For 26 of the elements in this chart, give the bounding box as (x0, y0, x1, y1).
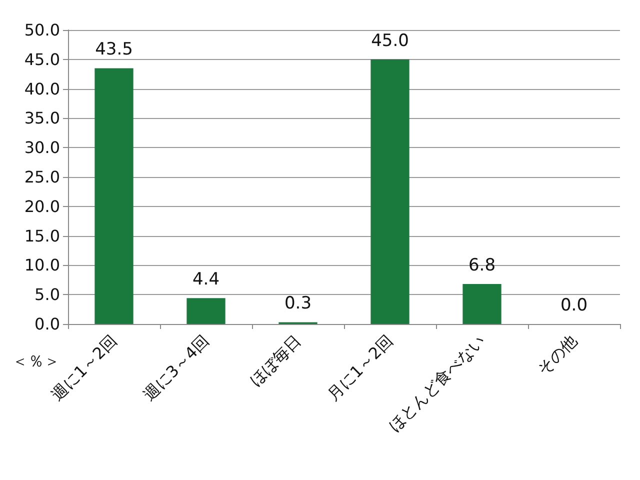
y-tick-label: 25.0 (24, 168, 60, 186)
y-axis-title: ＜％＞ (12, 352, 60, 370)
y-tick-label: 40.0 (24, 79, 60, 98)
y-tick-label: 0.0 (34, 314, 60, 334)
data-label: 45.0 (371, 30, 409, 51)
data-label: 6.8 (468, 256, 496, 276)
data-label: 43.5 (95, 40, 133, 60)
bar (186, 298, 226, 324)
x-tick-label: その他 (533, 331, 581, 379)
y-tick-label: 15.0 (24, 226, 60, 246)
y-tick-label: 5.0 (34, 285, 60, 304)
bar (94, 68, 134, 324)
x-tick-label: 週に3～4回 (140, 331, 213, 404)
y-tick-label: 20.0 (24, 196, 60, 216)
data-label: 4.4 (192, 270, 220, 290)
y-tick-label: 45.0 (24, 50, 60, 69)
bar (370, 59, 410, 324)
y-tick-label: 35.0 (24, 108, 60, 128)
data-label: 0.0 (560, 296, 588, 316)
bar (462, 284, 502, 324)
y-tick-label: 50.0 (24, 20, 60, 40)
x-tick-label: 月に1～2回 (324, 331, 397, 404)
data-label: 0.3 (284, 294, 312, 314)
y-tick-label: 30.0 (24, 138, 60, 158)
y-tick-label: 10.0 (24, 256, 60, 275)
x-tick-label: ほぼ毎日 (246, 331, 305, 390)
